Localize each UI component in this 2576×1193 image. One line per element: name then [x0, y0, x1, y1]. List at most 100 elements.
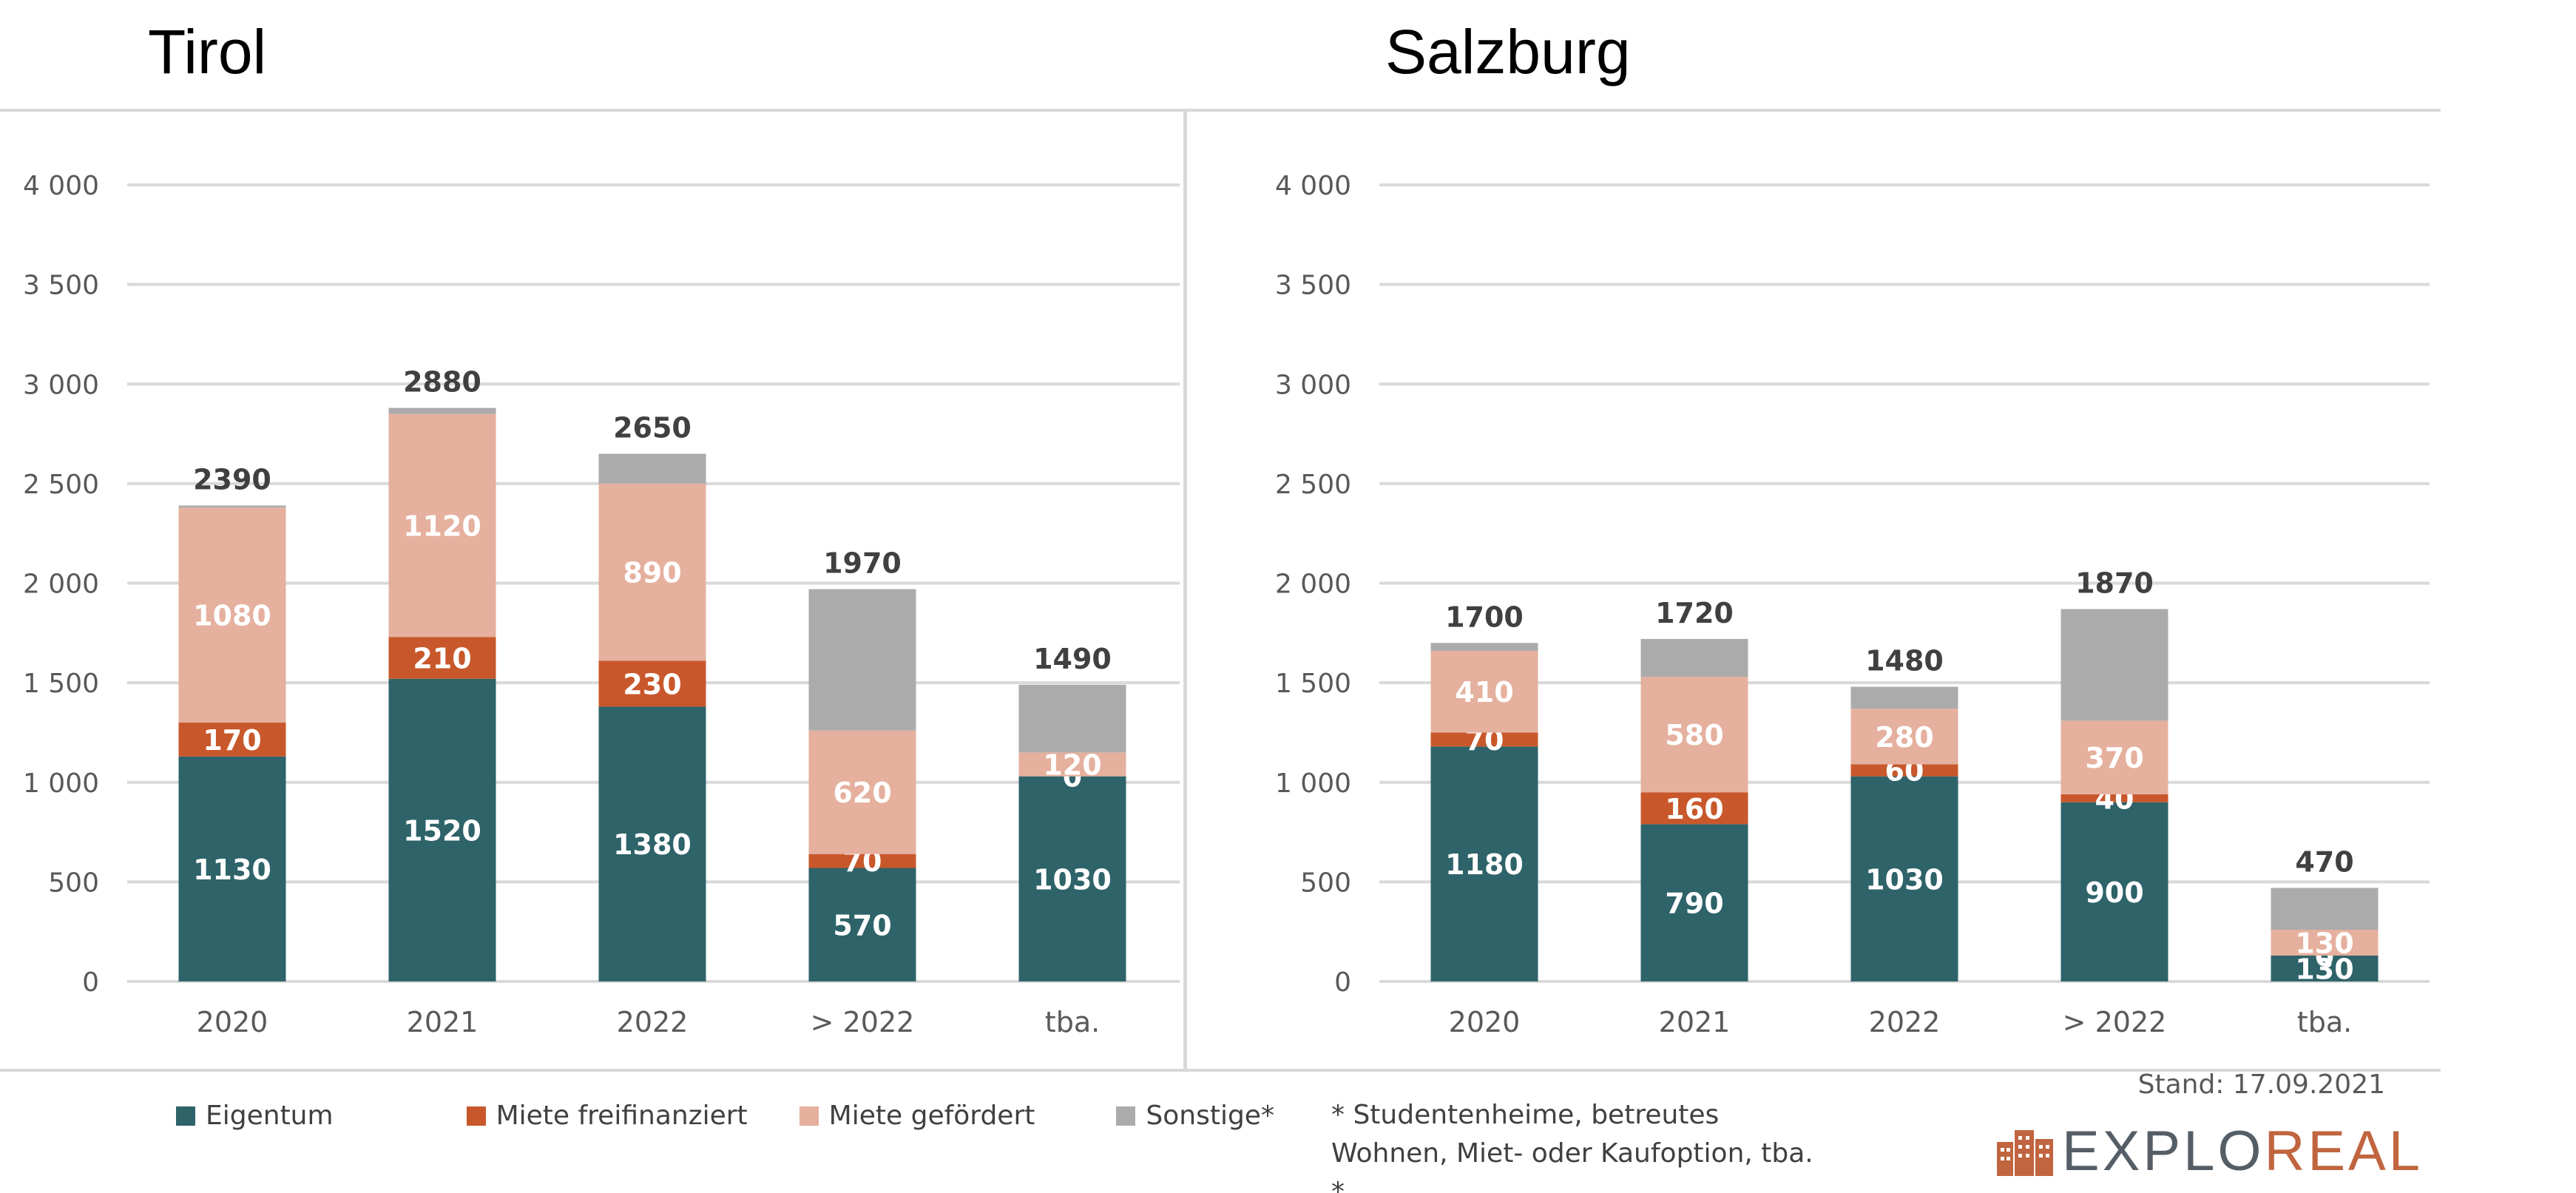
tirol-y-tick-label: 2 000 — [23, 570, 99, 600]
legend-label-sonstige: Sonstige* — [1146, 1101, 1274, 1131]
tirol-y-tick-label: 2 500 — [23, 470, 99, 500]
salzburg-y-tick-label: 500 — [1300, 868, 1351, 898]
salzburg-total-label: 1480 — [1865, 645, 1944, 677]
salzburg-bar-segment — [1640, 638, 1748, 677]
legend-item-sonstige: Sonstige* — [1116, 1101, 1274, 1131]
salzburg-bar-segment — [1640, 677, 1748, 793]
legend-swatch-sonstige — [1116, 1106, 1136, 1126]
salzburg-segment-label: 280 — [1875, 721, 1933, 754]
tirol-segment-label: 120 — [1043, 749, 1101, 782]
salzburg-segment-label: 410 — [1455, 676, 1513, 709]
salzburg-bar-segment — [1640, 792, 1748, 825]
salzburg-segment-label: 160 — [1665, 793, 1723, 825]
salzburg-total-label: 470 — [2295, 845, 2353, 878]
bottom-divider — [0, 1069, 2441, 1072]
salzburg-y-tick-label: 3 000 — [1275, 370, 1351, 400]
salzburg-x-tick-label: > 2022 — [2063, 1006, 2167, 1038]
tirol-bar-segment — [598, 660, 706, 707]
tirol-y-tick-label: 500 — [48, 868, 99, 898]
tirol-bar-segment — [1018, 752, 1126, 777]
top-divider — [0, 109, 2441, 112]
building-logo-icon — [1997, 1130, 2053, 1176]
salzburg-bar-segment — [1850, 709, 1958, 765]
tirol-segment-label: 570 — [833, 909, 891, 942]
tirol-segment-label: 170 — [203, 724, 261, 757]
salzburg-segment-label: 900 — [2085, 876, 2143, 909]
footnote-line-2: Wohnen, Miet- oder Kaufoption, tba. — [1331, 1138, 1813, 1169]
legend-label-miete-gefoerdert: Miete gefördert — [828, 1101, 1035, 1131]
tirol-total-label: 2390 — [193, 463, 271, 496]
salzburg-x-tick-label: 2021 — [1659, 1006, 1731, 1038]
tirol-segment-label: 1380 — [613, 828, 692, 861]
legend-swatch-miete-gefoerdert — [799, 1106, 819, 1126]
panel-divider — [1183, 109, 1187, 1070]
salzburg-x-tick-label: 2022 — [1869, 1006, 1941, 1038]
salzburg-y-tick-label: 4 000 — [1275, 171, 1351, 201]
tirol-segment-label: 620 — [833, 777, 891, 809]
salzburg-segment-label: 1030 — [1865, 863, 1944, 896]
tirol-bar-segment — [808, 868, 916, 981]
tirol-x-tick-label: tba. — [1045, 1006, 1100, 1038]
salzburg-segment-label: 130 — [2295, 927, 2353, 959]
tirol-x-tick-label: 2020 — [197, 1006, 268, 1038]
legend-label-miete-frei: Miete freifinanziert — [496, 1101, 748, 1131]
salzburg-bar-segment — [1430, 643, 1538, 652]
tirol-bar-segment — [808, 589, 916, 731]
tirol-bar-segment — [808, 730, 916, 854]
salzburg-y-tick-label: 3 500 — [1275, 271, 1351, 301]
tirol-segment-label: 1130 — [193, 854, 271, 886]
tirol-bar-segment — [598, 706, 706, 981]
legend-item-miete-frei: Miete freifinanziert — [466, 1101, 748, 1131]
footnote-line-1: * Studentenheime, betreutes — [1331, 1100, 1720, 1130]
tirol-total-label: 1490 — [1033, 643, 1112, 675]
stand-date: Stand: 17.09.2021 — [2137, 1069, 2385, 1100]
legend-item-eigentum: Eigentum — [176, 1101, 334, 1131]
tirol-total-label: 1970 — [823, 547, 902, 580]
tirol-bar-segment — [388, 413, 496, 638]
salzburg-y-tick-label: 0 — [1334, 967, 1351, 998]
footnote-line-3: * — [1331, 1177, 1345, 1193]
charts-svg: 0 500 1 000 1 500 2 000 2 500 3 000 3 500 4 000 1… — [23, 171, 2430, 1038]
tirol-y-tick-label: 4 000 — [23, 171, 99, 201]
salzburg-segment-label: 1180 — [1445, 848, 1524, 881]
salzburg-y-tick-label: 1 000 — [1275, 768, 1351, 799]
tirol-y-tick-label: 3 500 — [23, 271, 99, 301]
tirol-total-label: 2880 — [403, 366, 481, 399]
tirol-bar-segment — [178, 722, 286, 757]
tirol-bar-segment — [1018, 776, 1126, 981]
tirol-segment-label: 1030 — [1033, 863, 1112, 896]
logo-wordmark-accent: REAL — [2264, 1119, 2424, 1183]
tirol-bar-segment — [388, 678, 496, 981]
tirol-y-tick-label: 3 000 — [23, 370, 99, 400]
tirol-x-tick-label: > 2022 — [811, 1006, 915, 1038]
salzburg-y-tick-label: 1 500 — [1275, 669, 1351, 699]
salzburg-bar-segment — [2271, 888, 2379, 930]
salzburg-total-label: 1720 — [1655, 597, 1734, 629]
tirol-bar-segment — [808, 854, 916, 868]
tirol-x-tick-label: 2022 — [617, 1006, 689, 1038]
tirol-segment-label: 890 — [623, 557, 681, 589]
salzburg-segment-label: 790 — [1665, 888, 1723, 920]
tirol-segment-label: 1080 — [193, 600, 271, 632]
salzburg-bar-segment — [2061, 802, 2168, 981]
salzburg-bar-segment — [2061, 794, 2168, 802]
salzburg-x-tick-label: tba. — [2297, 1006, 2352, 1038]
tirol-segment-label: 230 — [623, 668, 681, 700]
tirol-bar-segment — [178, 507, 286, 723]
salzburg-bar-segment — [1430, 732, 1538, 747]
tirol-segment-label: 1120 — [403, 510, 481, 542]
tirol-total-label: 2650 — [613, 411, 692, 444]
footnote: * Studentenheime, betreutes Wohnen, Miet… — [1331, 1096, 1864, 1193]
logo-wordmark: EXPLOREAL — [2062, 1119, 2423, 1183]
salzburg-segment-label: 580 — [1665, 719, 1723, 751]
tirol-bar-segment — [388, 637, 496, 679]
tirol-bar-segment — [178, 756, 286, 981]
legend-item-miete-gefoerdert: Miete gefördert — [799, 1101, 1035, 1131]
tirol-bar-segment — [1018, 684, 1126, 753]
tirol-segment-label: 1520 — [403, 814, 481, 847]
tirol-y-tick-label: 0 — [82, 967, 99, 998]
salzburg-bar-segment — [2061, 609, 2168, 721]
tirol-bar-segment — [598, 453, 706, 484]
salzburg-bar-segment — [1430, 746, 1538, 981]
